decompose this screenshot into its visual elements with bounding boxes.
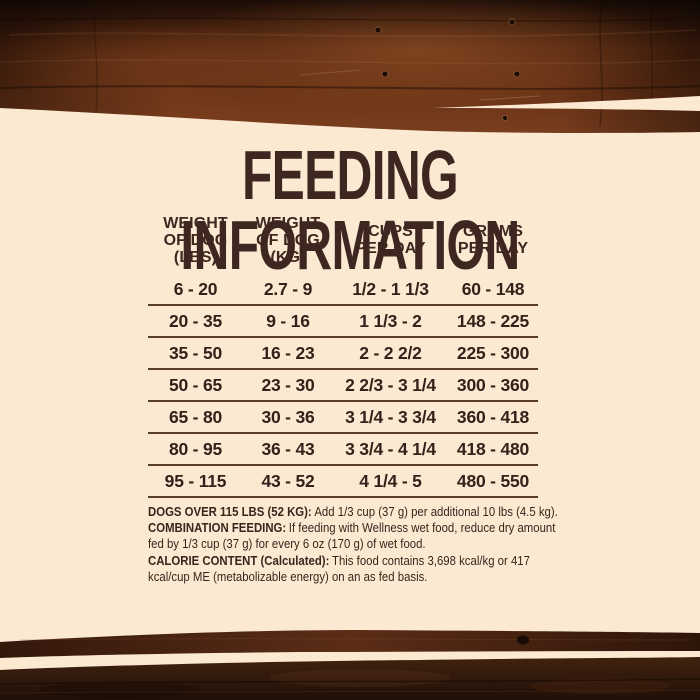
cell-grams: 300 - 360 bbox=[456, 374, 530, 395]
cell-weight-lbs: 95 - 115 bbox=[164, 470, 227, 491]
cell-grams: 418 - 480 bbox=[456, 438, 530, 459]
col-header-grams-per-day: GRAMS PER DAY bbox=[448, 213, 538, 267]
cell-weight-kg: 9 - 16 bbox=[266, 310, 310, 331]
cell-weight-lbs: 80 - 95 bbox=[168, 438, 223, 459]
cell-weight-lbs: 65 - 80 bbox=[168, 406, 223, 427]
cell-cups: 2 2/3 - 3 1/4 bbox=[345, 374, 436, 395]
note-combination-feeding: COMBINATION FEEDING: If feeding with Well… bbox=[148, 520, 561, 552]
note-label: COMBINATION FEEDING: bbox=[148, 520, 287, 536]
cell-weight-kg: 23 - 30 bbox=[261, 374, 315, 395]
wood-bottom-texture bbox=[0, 630, 700, 700]
header-line: PER DAY bbox=[457, 240, 529, 257]
note-dogs-over-115: DOGS OVER 115 LBS (52 KG): Add 1/3 cup (3… bbox=[148, 504, 561, 520]
cell-cups: 3 1/4 - 3 3/4 bbox=[345, 406, 436, 427]
table-row: 6 - 20 2.7 - 9 1/2 - 1 1/3 60 - 148 bbox=[148, 274, 538, 306]
cell-cups: 3 3/4 - 4 1/4 bbox=[345, 438, 436, 459]
note-text: Add 1/3 cup (37 g) per additional 10 lbs… bbox=[314, 504, 558, 519]
cell-grams: 148 - 225 bbox=[456, 310, 530, 331]
note-text: This food contains 3,698 kcal/kg or 417 … bbox=[148, 552, 530, 584]
header-line: WEIGHT bbox=[255, 214, 321, 232]
header-line: CUPS bbox=[368, 223, 413, 240]
cell-grams: 360 - 418 bbox=[456, 406, 530, 427]
cell-weight-kg: 30 - 36 bbox=[261, 406, 315, 427]
header-line: (KG) bbox=[270, 248, 306, 266]
cell-grams: 225 - 300 bbox=[456, 342, 530, 363]
header-line: PER DAY bbox=[355, 240, 426, 257]
header-line: GRAMS bbox=[462, 223, 524, 240]
cell-cups: 1 1/3 - 2 bbox=[359, 310, 422, 331]
nail-head-icon bbox=[374, 18, 521, 122]
note-text: If feeding with Wellness wet food, reduc… bbox=[148, 520, 556, 552]
table-row: 35 - 50 16 - 23 2 - 2 2/2 225 - 300 bbox=[148, 338, 538, 370]
cell-weight-kg: 16 - 23 bbox=[261, 342, 315, 363]
note-label: CALORIE CONTENT (Calculated): bbox=[148, 552, 330, 568]
header-line: OF DOG bbox=[256, 231, 320, 249]
cell-weight-lbs: 50 - 65 bbox=[168, 374, 223, 395]
cell-grams: 480 - 550 bbox=[456, 470, 530, 491]
note-calorie-content: CALORIE CONTENT (Calculated): This food c… bbox=[148, 553, 561, 585]
col-header-weight-lbs: WEIGHT OF DOG (LBS) bbox=[148, 213, 243, 267]
table-row: 95 - 115 43 - 52 4 1/4 - 5 480 - 550 bbox=[148, 466, 538, 498]
cell-grams: 60 - 148 bbox=[461, 278, 525, 299]
cell-weight-kg: 36 - 43 bbox=[261, 438, 315, 459]
table-row: 80 - 95 36 - 43 3 3/4 - 4 1/4 418 - 480 bbox=[148, 434, 538, 466]
page-title: FEEDING INFORMATION bbox=[180, 136, 520, 284]
feeding-notes: DOGS OVER 115 LBS (52 KG): Add 1/3 cup (3… bbox=[148, 504, 561, 585]
header-line: OF DOG bbox=[163, 231, 228, 249]
header-line: (LBS) bbox=[173, 248, 218, 266]
cell-weight-kg: 43 - 52 bbox=[261, 470, 315, 491]
wood-top-texture bbox=[0, 0, 700, 133]
feeding-table: WEIGHT OF DOG (LBS) WEIGHT OF DOG (KG) C… bbox=[148, 213, 538, 498]
cell-weight-kg: 2.7 - 9 bbox=[263, 278, 313, 299]
cell-weight-lbs: 20 - 35 bbox=[168, 310, 223, 331]
cell-weight-lbs: 35 - 50 bbox=[168, 342, 223, 363]
col-header-cups-per-day: CUPS PER DAY bbox=[333, 213, 448, 267]
note-label: DOGS OVER 115 LBS (52 KG): bbox=[148, 504, 312, 519]
cell-cups: 2 - 2 2/2 bbox=[359, 342, 422, 363]
cell-cups: 4 1/4 - 5 bbox=[359, 470, 422, 491]
table-row: 20 - 35 9 - 16 1 1/3 - 2 148 - 225 bbox=[148, 306, 538, 338]
table-header-row: WEIGHT OF DOG (LBS) WEIGHT OF DOG (KG) C… bbox=[148, 213, 538, 267]
cell-weight-lbs: 6 - 20 bbox=[173, 278, 218, 299]
cell-cups: 1/2 - 1 1/3 bbox=[352, 278, 429, 299]
header-line: WEIGHT bbox=[163, 214, 228, 232]
col-header-weight-kg: WEIGHT OF DOG (KG) bbox=[243, 213, 333, 267]
table-row: 50 - 65 23 - 30 2 2/3 - 3 1/4 300 - 360 bbox=[148, 370, 538, 402]
table-body: 6 - 20 2.7 - 9 1/2 - 1 1/3 60 - 148 20 -… bbox=[148, 274, 538, 498]
table-row: 65 - 80 30 - 36 3 1/4 - 3 3/4 360 - 418 bbox=[148, 402, 538, 434]
